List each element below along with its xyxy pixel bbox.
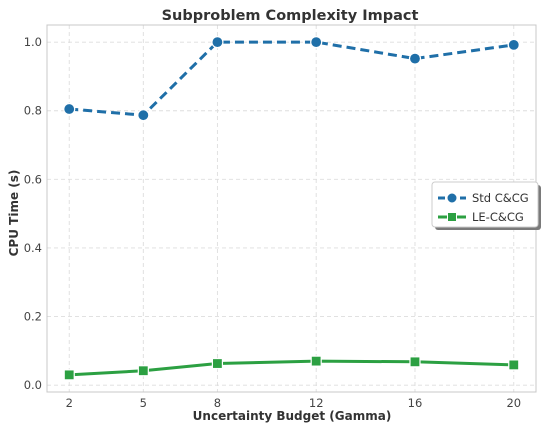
series-line-1	[69, 40, 515, 117]
data-point	[507, 38, 520, 51]
data-point	[211, 357, 224, 370]
y-tick-label: 0.4	[24, 241, 42, 255]
series-line-2	[69, 359, 514, 377]
data-point	[508, 359, 520, 371]
data-point	[137, 109, 150, 122]
series-markers	[63, 36, 520, 381]
legend-marker-2	[447, 212, 457, 222]
axes: 2 5 8 12 16 20 0.0 0.2 0.4 0.6 0.8 1.0	[24, 24, 537, 410]
x-tick-label: 12	[309, 396, 324, 410]
data-point	[63, 102, 76, 116]
y-tick-label: 1.0	[24, 35, 42, 49]
series-lines	[69, 40, 515, 377]
y-tick-label: 0.8	[24, 104, 42, 118]
legend-label-1: Std C&CG	[472, 191, 529, 205]
data-point	[310, 36, 323, 49]
x-tick-label: 8	[214, 396, 221, 410]
legend-label-2: LE-C&CG	[472, 210, 524, 224]
chart-title: Subproblem Complexity Impact	[162, 8, 419, 24]
grid-lines	[47, 25, 536, 392]
y-tick-label: 0.0	[24, 378, 42, 392]
y-tick-label: 0.6	[24, 172, 42, 186]
data-point	[310, 355, 322, 367]
x-tick-label: 16	[408, 396, 423, 410]
data-point	[211, 36, 224, 49]
data-point	[409, 356, 421, 368]
x-tick-label: 2	[66, 396, 73, 410]
x-axis-label: Uncertainty Budget (Gamma)	[193, 409, 392, 423]
data-point	[408, 52, 422, 65]
legend-marker-1	[446, 192, 458, 204]
y-tick-label: 0.2	[24, 310, 42, 324]
legend: Std C&CG LE-C&CG	[431, 181, 541, 230]
data-point	[63, 369, 75, 381]
y-axis-label: CPU Time (s)	[7, 170, 21, 257]
data-point	[137, 365, 149, 377]
x-tick-label: 5	[140, 396, 147, 410]
x-tick-label: 20	[506, 396, 521, 410]
